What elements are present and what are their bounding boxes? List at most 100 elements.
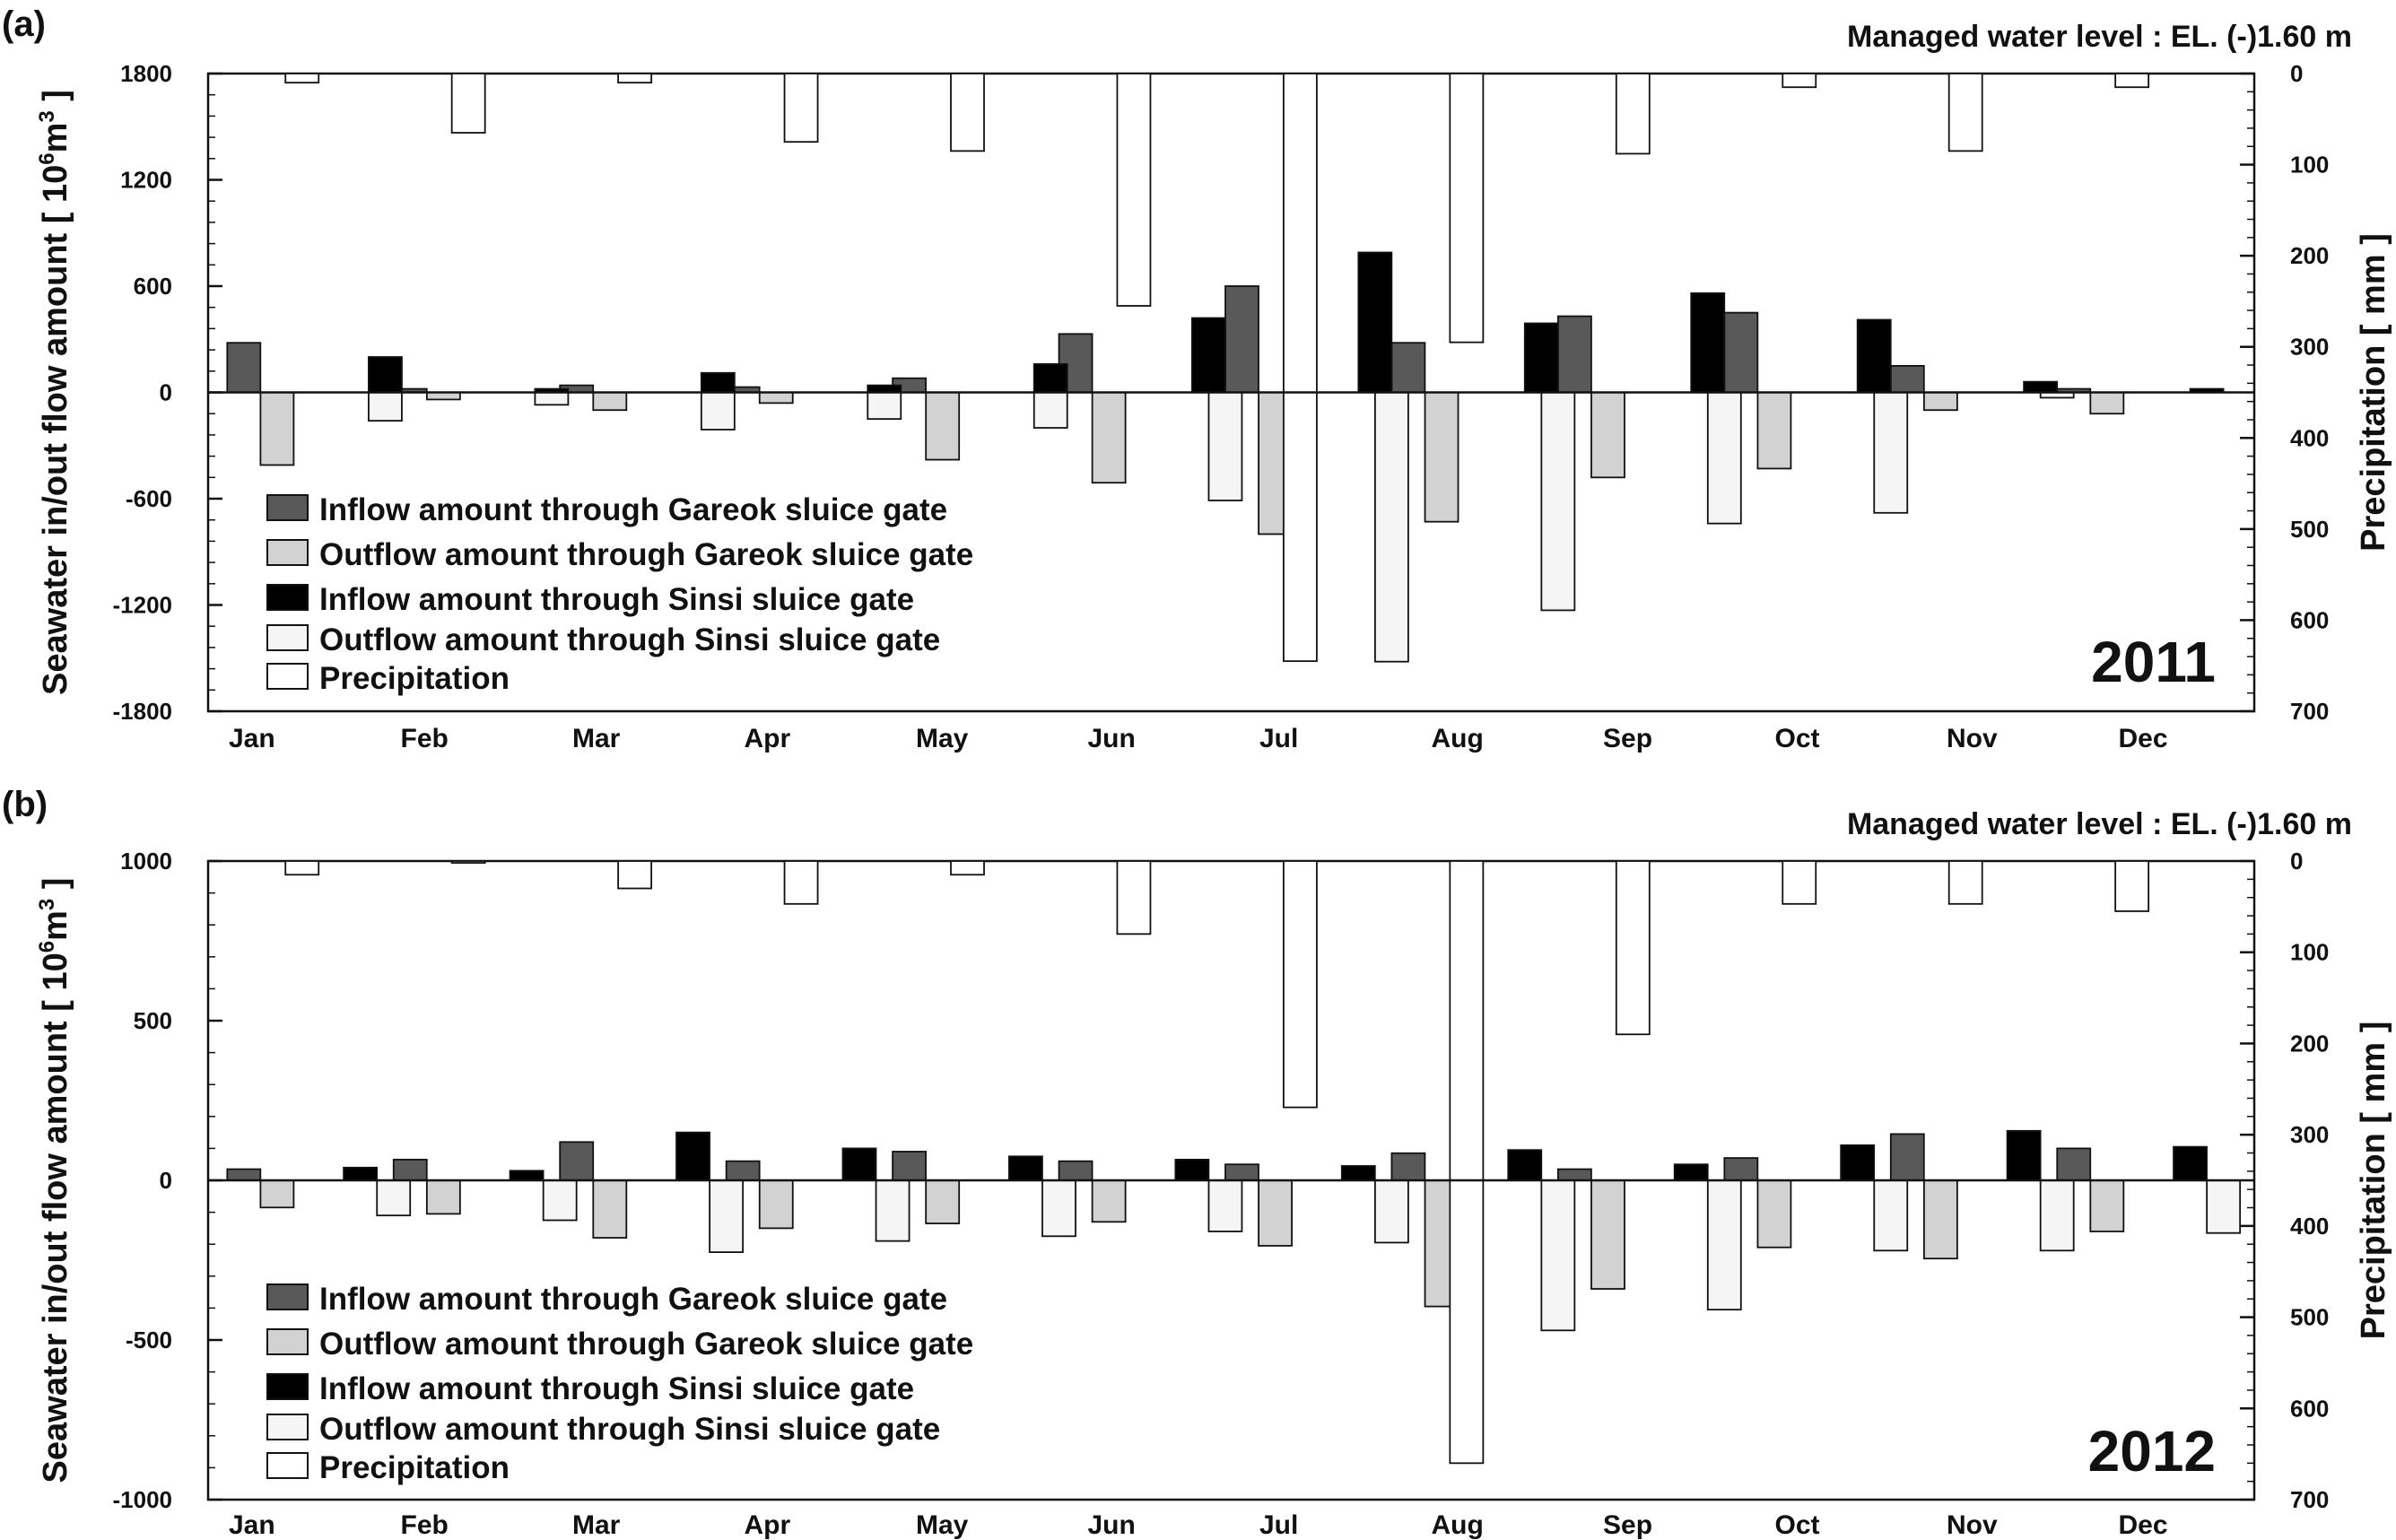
bar-sinsi-inflow xyxy=(1856,318,1892,394)
bar-precipitation xyxy=(1782,73,1817,89)
year-label: 2012 xyxy=(2088,1419,2216,1483)
bar-sinsi-inflow xyxy=(1840,1144,1876,1181)
bar-gareok-outflow xyxy=(1590,391,1625,479)
y2-tick-label: 200 xyxy=(2290,1030,2329,1057)
bar-sinsi-outflow xyxy=(875,1179,910,1242)
month-label: Aug xyxy=(1432,724,1484,753)
y-axis-title: Seawater in/out flow amount [ 106m3 ] xyxy=(35,878,74,1483)
bar-sinsi-outflow xyxy=(1873,391,1909,514)
y-axis-title-part: ] xyxy=(37,90,74,110)
bar-gareok-outflow xyxy=(758,1179,794,1230)
legend-swatch-sinsi-inflow xyxy=(266,584,309,611)
bar-sinsi-outflow xyxy=(1706,1179,1742,1311)
legend-label: Outflow amount through Sinsi sluice gate xyxy=(319,622,940,657)
y2-tick-label: 700 xyxy=(2290,1486,2329,1513)
bar-sinsi-inflow xyxy=(2173,1145,2208,1181)
bar-sinsi-inflow xyxy=(343,1166,379,1181)
bar-precipitation xyxy=(450,73,486,134)
y-axis-title-sup: 3 xyxy=(35,110,59,122)
legend-swatch-gareok-inflow xyxy=(266,494,309,521)
month-label: May xyxy=(916,724,969,753)
bar-gareok-inflow xyxy=(1224,1163,1259,1181)
bar-precipitation xyxy=(450,860,486,864)
month-label: May xyxy=(916,1510,969,1540)
bar-sinsi-inflow xyxy=(1340,1165,1376,1181)
month-label: Apr xyxy=(745,724,791,753)
bar-gareok-inflow xyxy=(725,1160,761,1181)
bar-precipitation xyxy=(617,860,653,890)
bar-sinsi-outflow xyxy=(2039,1179,2075,1252)
legend-label: Inflow amount through Gareok sluice gate xyxy=(319,492,947,527)
bar-precipitation xyxy=(1283,860,1318,1109)
bar-gareok-inflow xyxy=(892,1151,928,1181)
y2-tick-label: 700 xyxy=(2290,698,2329,725)
bar-sinsi-outflow xyxy=(1540,1179,1576,1332)
bar-precipitation xyxy=(1116,860,1152,935)
legend-swatch-sinsi-outflow xyxy=(266,624,309,651)
month-label: Mar xyxy=(572,724,621,753)
y-axis-title-part: m xyxy=(37,123,74,153)
y-axis-title-part: ] xyxy=(37,878,74,899)
bar-precipitation xyxy=(1947,73,1983,152)
y2-tick-label: 0 xyxy=(2290,848,2303,874)
y2-tick-label: 200 xyxy=(2290,242,2329,269)
month-label: Jul xyxy=(1259,724,1298,753)
legend: Inflow amount through Gareok sluice gate… xyxy=(266,492,973,696)
y2-tick-label: 500 xyxy=(2290,516,2329,543)
bar-gareok-inflow xyxy=(1889,1133,1925,1181)
bar-sinsi-inflow xyxy=(675,1131,710,1181)
y-tick-label: 500 xyxy=(134,1007,172,1034)
y2-tick-label: 400 xyxy=(2290,1213,2329,1240)
y-tick-label: -500 xyxy=(126,1327,172,1353)
bar-gareok-outflow xyxy=(425,1179,461,1215)
bar-sinsi-outflow xyxy=(1032,391,1068,429)
bar-sinsi-inflow xyxy=(2023,380,2059,394)
bar-sinsi-outflow xyxy=(1207,1179,1243,1232)
y-tick-label: -1800 xyxy=(113,698,173,725)
bar-sinsi-outflow xyxy=(1873,1179,1909,1252)
bar-sinsi-outflow xyxy=(1374,1179,1409,1244)
bar-gareok-inflow xyxy=(1556,1168,1592,1181)
bar-sinsi-inflow xyxy=(1690,291,1726,394)
bar-sinsi-inflow xyxy=(1191,317,1226,394)
y2-tick-label: 600 xyxy=(2290,606,2329,633)
bar-sinsi-outflow xyxy=(1374,391,1409,663)
legend-label: Inflow amount through Sinsi sluice gate xyxy=(319,1371,914,1406)
legend-label: Outflow amount through Sinsi sluice gate xyxy=(319,1412,940,1447)
bar-sinsi-outflow xyxy=(1041,1179,1076,1238)
y-tick-label: -1000 xyxy=(113,1486,173,1513)
y2-tick-label: 500 xyxy=(2290,1304,2329,1331)
y2-tick-label: 0 xyxy=(2290,60,2303,87)
bar-sinsi-outflow xyxy=(1540,391,1576,612)
bar-gareok-outflow xyxy=(1258,1179,1293,1247)
bar-precipitation xyxy=(1782,860,1817,905)
y-tick-label: 1000 xyxy=(120,848,172,874)
bar-gareok-inflow xyxy=(2056,1147,2092,1181)
bar-precipitation xyxy=(1449,73,1485,344)
bar-sinsi-inflow xyxy=(1357,251,1393,394)
y2-tick-label: 100 xyxy=(2290,152,2329,178)
bar-precipitation xyxy=(950,73,985,152)
legend-swatch-precipitation xyxy=(266,1452,309,1479)
bar-gareok-outflow xyxy=(592,1179,628,1239)
bar-gareok-outflow xyxy=(1922,1179,1958,1260)
month-label: Jun xyxy=(1088,724,1136,753)
y2-tick-label: 300 xyxy=(2290,334,2329,361)
month-label: Nov xyxy=(1947,724,1998,753)
y-tick-label: 600 xyxy=(134,273,172,300)
bar-precipitation xyxy=(617,73,653,84)
bar-gareok-inflow xyxy=(1058,1160,1093,1181)
bar-precipitation xyxy=(1615,860,1651,1036)
bar-precipitation xyxy=(1283,73,1318,663)
bar-sinsi-inflow xyxy=(1523,322,1559,394)
bar-gareok-inflow xyxy=(1723,311,1759,394)
year-label: 2011 xyxy=(2091,630,2216,694)
bar-sinsi-inflow xyxy=(1008,1155,1043,1181)
legend: Inflow amount through Gareok sluice gate… xyxy=(266,1282,973,1485)
chart-panel-2012: (b) Managed water level : EL. (-)1.60 m -1… xyxy=(2,785,2392,1540)
bar-sinsi-inflow xyxy=(1673,1163,1709,1181)
bar-sinsi-outflow xyxy=(542,1179,578,1222)
bar-gareok-outflow xyxy=(758,391,794,405)
bar-precipitation xyxy=(2114,860,2150,912)
bar-sinsi-outflow xyxy=(1207,391,1243,501)
